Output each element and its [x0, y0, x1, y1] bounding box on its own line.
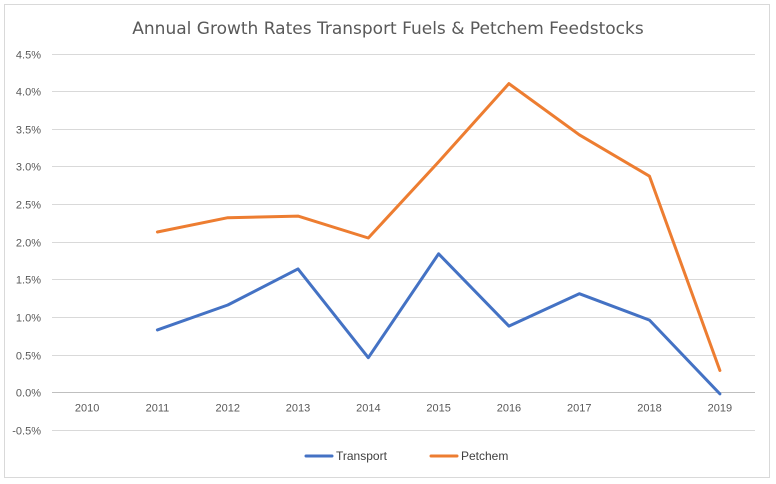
x-tick-label: 2017 [567, 402, 591, 414]
y-tick-label: 1.0% [16, 313, 41, 325]
gridlines [52, 54, 755, 431]
series-line-petchem [155, 82, 722, 372]
x-tick-label: 2013 [286, 402, 310, 414]
x-tick-label: 2010 [75, 402, 99, 414]
y-tick-label: 0.5% [16, 351, 41, 363]
y-tick-label: 4.0% [16, 87, 41, 99]
x-tick-label: 2019 [708, 402, 732, 414]
x-tick-label: 2014 [356, 402, 380, 414]
series-lines [155, 82, 722, 396]
chart-frame [4, 4, 770, 478]
y-axis-ticks: -0.5% 0.0% 0.5% 1.0% 1.5% 2.0% 2.5% 3.0% 3.5% 4.0… [12, 50, 41, 438]
legend-label: Transport [336, 449, 388, 463]
x-axis-ticks: 2010 2011 2012 2013 2014 2015 2016 2017 2018 2019 [75, 402, 732, 414]
legend-label: Petchem [461, 449, 508, 463]
y-tick-label: 2.0% [16, 238, 41, 250]
x-tick-label: 2018 [637, 402, 661, 414]
y-tick-label: -0.5% [12, 426, 41, 438]
y-tick-label: 2.5% [16, 200, 41, 212]
x-tick-label: 2016 [497, 402, 521, 414]
legend-item-petchem[interactable]: Petchem [429, 449, 508, 463]
y-tick-label: 0.0% [16, 388, 41, 400]
x-tick-label: 2015 [426, 402, 450, 414]
legend[interactable]: Transport Petchem [304, 449, 508, 463]
legend-item-transport[interactable]: Transport [304, 449, 388, 463]
y-tick-label: 3.5% [16, 125, 41, 137]
y-tick-label: 3.0% [16, 162, 41, 174]
series-line-transport [155, 252, 722, 396]
y-tick-label: 4.5% [16, 50, 41, 62]
chart-title: Annual Growth Rates Transport Fuels & Pe… [132, 19, 644, 39]
x-tick-label: 2011 [146, 402, 170, 414]
x-tick-label: 2012 [216, 402, 240, 414]
y-tick-label: 1.5% [16, 275, 41, 287]
